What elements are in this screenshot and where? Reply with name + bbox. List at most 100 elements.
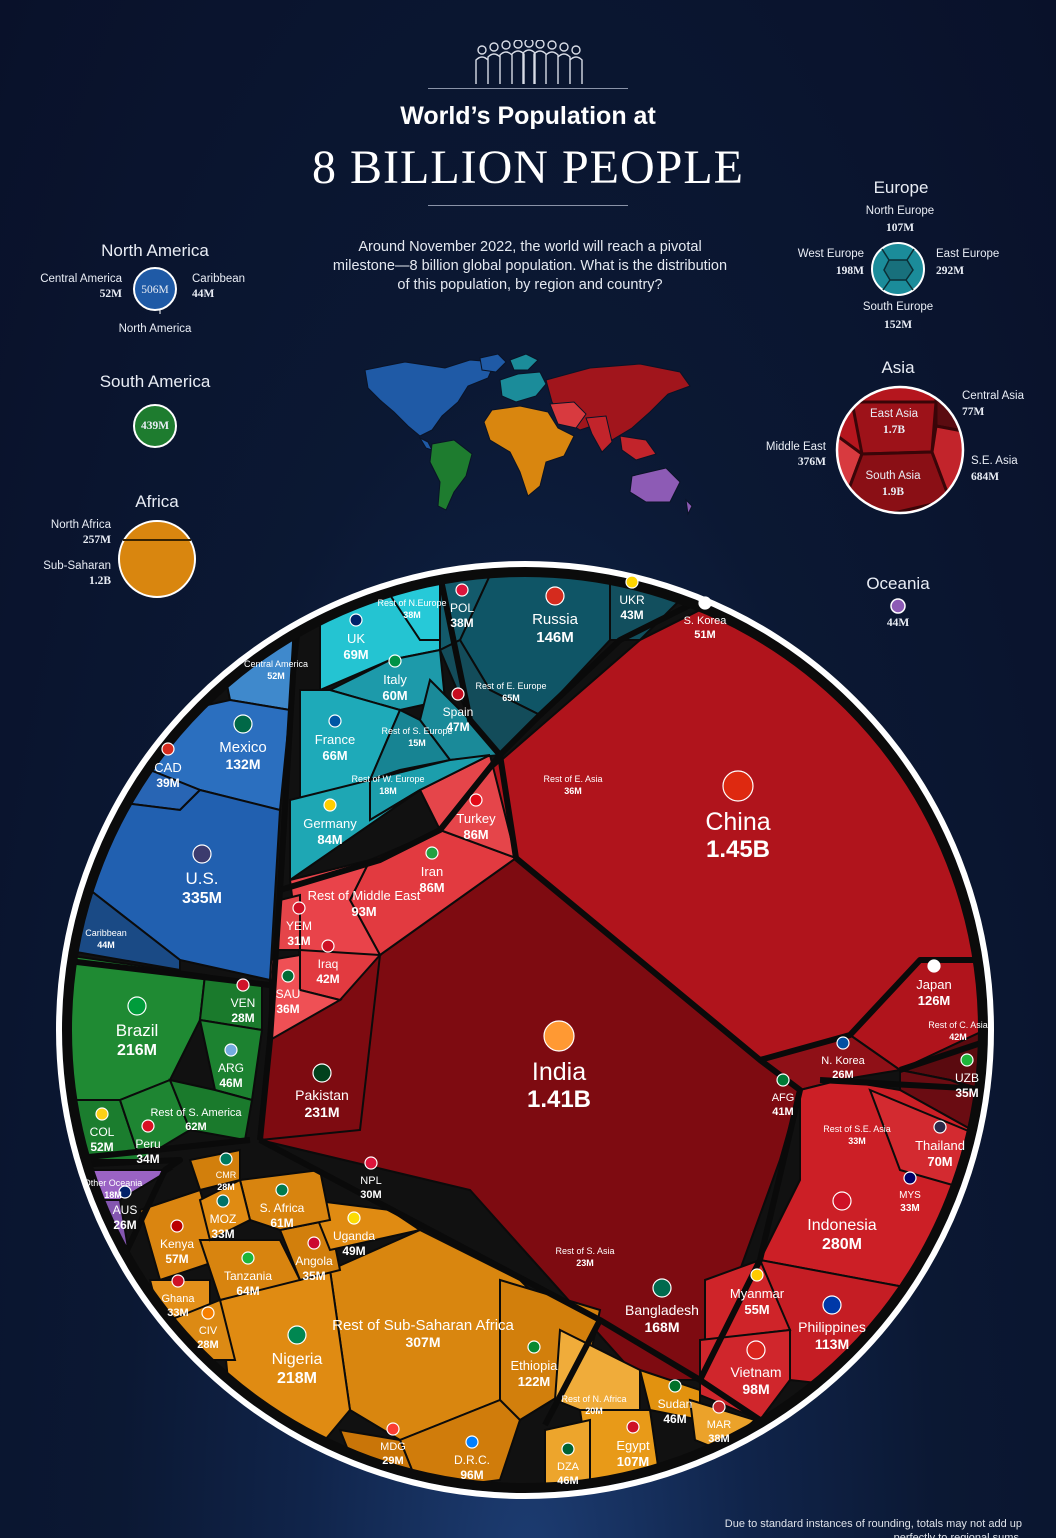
- flag-icon-iran: [425, 846, 439, 860]
- cell-label-n-korea: N. Korea: [821, 1055, 865, 1067]
- cell-label-rest-of-n-africa: Rest of N. Africa: [561, 1394, 626, 1404]
- cell-value-iraq: 42M: [316, 972, 339, 986]
- cell-value-uganda: 49M: [342, 1244, 365, 1258]
- legend-middle-east-label: Middle East: [765, 441, 826, 453]
- page-title: 8 BILLION PEOPLE: [312, 141, 744, 194]
- flag-icon-moz: [216, 1194, 230, 1208]
- flag-icon-u-s-: [192, 844, 212, 864]
- cell-value-philippines: 113M: [815, 1336, 849, 1352]
- cell-value-angola: 35M: [302, 1269, 325, 1283]
- cell-label-sudan: Sudan: [658, 1397, 693, 1411]
- flag-icon-egypt: [626, 1420, 640, 1434]
- cell-label-russia: Russia: [532, 611, 579, 628]
- cell-moz: [198, 1178, 252, 1242]
- flag-icon-s-korea: [698, 596, 712, 610]
- legend-north-europe-value: 107M: [885, 222, 915, 234]
- cell-label-ukr: UKR: [619, 593, 645, 607]
- cell-value-pol: 38M: [450, 616, 473, 630]
- cell-label-china: China: [705, 808, 770, 836]
- legend-south-america-circle: [133, 404, 177, 448]
- cell-label-d-r-c-: D.R.C.: [454, 1453, 490, 1467]
- flag-icon-afg: [776, 1073, 790, 1087]
- region-border: [542, 1318, 603, 1427]
- cell-label-pakistan: Pakistan: [295, 1087, 349, 1103]
- cell-label-iran: Iran: [421, 864, 443, 879]
- flag-icon-spain: [451, 687, 465, 701]
- cell-label-rest-of-e-europe: Rest of E. Europe: [475, 681, 546, 691]
- cell-value-sau: 36M: [276, 1002, 299, 1016]
- flag-icon-kenya: [170, 1219, 184, 1233]
- flag-icon-yem: [292, 901, 306, 915]
- cell-label-thailand: Thailand: [915, 1138, 965, 1153]
- region-border: [514, 855, 803, 1382]
- legend-north-america-title: North America: [101, 241, 209, 260]
- flag-icon-tanzania: [241, 1251, 255, 1265]
- cell-label-peru: Peru: [135, 1137, 160, 1151]
- flag-icon-pakistan: [312, 1063, 332, 1083]
- title-rule-top: [428, 88, 628, 89]
- region-border: [257, 572, 303, 1141]
- cell-value-cmr: 28M: [217, 1182, 235, 1192]
- legend-sub-saharan-value: 1.2B: [88, 575, 111, 587]
- cell-label-civ: CIV: [199, 1325, 218, 1337]
- legend-south-asia-value: 1.9B: [881, 486, 905, 498]
- cell-label-angola: Angola: [295, 1254, 333, 1268]
- cell-label-rest-of-sub-saharan-africa: Rest of Sub-Saharan Africa: [332, 1317, 514, 1334]
- cell-value-china: 1.45B: [706, 836, 770, 863]
- flag-icon-indonesia: [832, 1191, 852, 1211]
- cell-value-ethiopia: 122M: [518, 1374, 551, 1389]
- flag-icon-mys: [903, 1171, 917, 1185]
- cell-value-central-america: 52M: [267, 671, 285, 681]
- cell-germany: [289, 778, 421, 882]
- flag-icon-uganda: [347, 1211, 361, 1225]
- cell-label-egypt: Egypt: [616, 1438, 650, 1453]
- cell-value-d-r-c-: 96M: [460, 1468, 483, 1482]
- flag-icon-civ: [201, 1306, 215, 1320]
- flag-icon-brazil: [127, 996, 147, 1016]
- region-border: [69, 1157, 183, 1267]
- flag-icon-thailand: [933, 1120, 947, 1134]
- cell-value-other-oceania: 18M: [104, 1190, 122, 1200]
- region-border: [899, 1037, 983, 1073]
- legend-caribbean-value: 44M: [192, 288, 215, 300]
- cell-label-brazil: Brazil: [116, 1021, 159, 1040]
- cell-label-rest-of-s-asia: Rest of S. Asia: [555, 1246, 614, 1256]
- cell-label-ethiopia: Ethiopia: [511, 1358, 559, 1373]
- flag-icon-ukr: [625, 575, 639, 589]
- cell-value-rest-of-sub-saharan-africa: 307M: [405, 1334, 440, 1350]
- legend-asia-title: Asia: [881, 358, 915, 377]
- cell-value-germany: 84M: [317, 832, 342, 847]
- cell-value-npl: 30M: [360, 1189, 381, 1201]
- cell-label-afg: AFG: [772, 1092, 795, 1104]
- cell-label-caribbean: Caribbean: [85, 928, 127, 938]
- cell-label-mar: MAR: [707, 1419, 732, 1431]
- flag-icon-dza: [561, 1442, 575, 1456]
- legend-central-america-value: 52M: [99, 288, 122, 300]
- flag-icon-aus: [118, 1185, 132, 1199]
- cell-label-mexico: Mexico: [219, 739, 267, 756]
- legend-central-asia-label: Central Asia: [962, 390, 1025, 402]
- cell-label-spain: Spain: [443, 705, 474, 719]
- cell-label-uk: UK: [347, 631, 365, 646]
- cell-value-arg: 46M: [219, 1076, 242, 1090]
- cell-value-rest-of-s-asia: 23M: [576, 1258, 594, 1268]
- flag-icon-iraq: [321, 939, 335, 953]
- flag-icon-italy: [388, 654, 402, 668]
- legend-south-europe-label: South Europe: [862, 301, 934, 313]
- cell-value-iran: 86M: [419, 880, 444, 895]
- flag-icon-cad: [161, 742, 175, 756]
- flag-icon-france: [328, 714, 342, 728]
- flag-icon-ethiopia: [527, 1340, 541, 1354]
- cell-value-uzb: 35M: [955, 1086, 978, 1100]
- people-icon: [475, 40, 583, 84]
- legend-oceania-total: 44M: [886, 617, 910, 629]
- cell-label-dza: DZA: [557, 1461, 580, 1473]
- flag-icon-pol: [455, 583, 469, 597]
- legend-africa-title: Africa: [135, 492, 179, 511]
- cell-value-mar: 38M: [708, 1433, 729, 1445]
- flag-icon-ghana: [171, 1274, 185, 1288]
- cell-label-central-america: Central America: [244, 659, 308, 669]
- cell-value-sudan: 46M: [663, 1412, 686, 1426]
- legend-east-europe-label: East Europe: [936, 248, 1000, 260]
